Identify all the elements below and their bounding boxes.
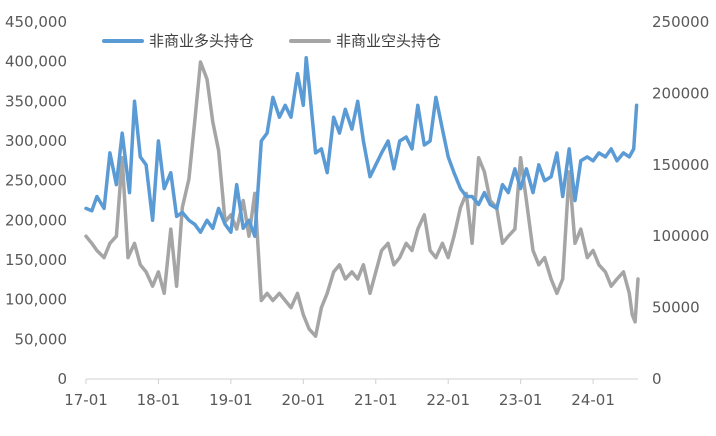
y-axis-right: 0 50000 100000 150000 200000 250000 — [652, 13, 709, 388]
y-left-tick-label: 150,000 — [5, 251, 67, 269]
x-tick-label: 23-01 — [499, 391, 543, 409]
y-right-tick-label: 100000 — [652, 227, 709, 245]
x-tick-label: 18-01 — [137, 391, 181, 409]
y-left-tick-label: 350,000 — [5, 92, 67, 110]
x-axis: 17-01 18-01 19-01 20-01 21-01 22-01 23-01 24-01 — [64, 378, 638, 409]
series-line-short-positions — [84, 60, 640, 338]
y-axis-left: 0 50,000 100,000 150,000 200,000 250,000 300,0… — [5, 13, 67, 388]
y-right-tick-label: 50000 — [652, 299, 700, 317]
x-tick-label: 22-01 — [426, 391, 470, 409]
legend-item-long: 非商业多头持仓 — [102, 32, 254, 50]
y-right-tick-label: 150000 — [652, 156, 709, 174]
x-tick-label: 21-01 — [354, 391, 398, 409]
plot-area — [84, 55, 640, 338]
y-left-tick-label: 0 — [57, 370, 67, 388]
y-left-tick-label: 300,000 — [5, 132, 67, 150]
x-tick-label: 19-01 — [209, 391, 253, 409]
x-tick-label: 17-01 — [64, 391, 108, 409]
y-left-tick-label: 450,000 — [5, 13, 67, 31]
y-right-tick-label: 200000 — [652, 84, 709, 102]
x-tick-label: 24-01 — [571, 391, 615, 409]
legend: 非商业多头持仓 非商业空头持仓 — [102, 32, 441, 50]
y-right-tick-label: 0 — [652, 370, 662, 388]
y-left-tick-label: 200,000 — [5, 211, 67, 229]
y-left-tick-label: 400,000 — [5, 53, 67, 71]
legend-label-long: 非商业多头持仓 — [149, 32, 254, 50]
legend-item-short: 非商业空头持仓 — [289, 32, 441, 50]
y-left-tick-label: 100,000 — [5, 291, 67, 309]
y-left-tick-label: 50,000 — [15, 330, 68, 348]
x-tick-label: 20-01 — [282, 391, 326, 409]
y-left-tick-label: 250,000 — [5, 172, 67, 190]
legend-label-short: 非商业空头持仓 — [336, 32, 441, 50]
y-right-tick-label: 250000 — [652, 13, 709, 31]
series-line-long-positions — [84, 55, 639, 238]
